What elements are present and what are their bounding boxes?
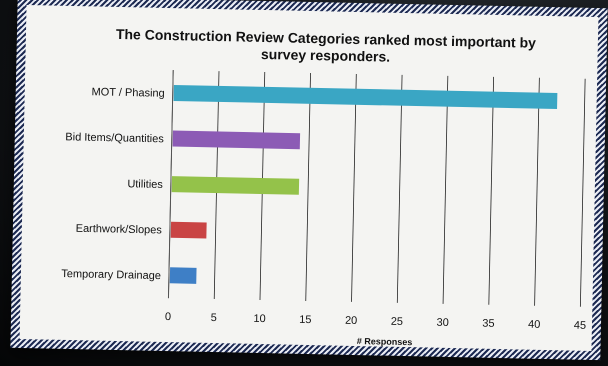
category-label: Earthwork/Slopes: [76, 223, 163, 237]
x-tick-label: 35: [482, 318, 494, 330]
x-tick-label: 30: [436, 317, 448, 329]
x-tick-label: 25: [391, 316, 403, 328]
category-labels: MOT / Phasing Bid Items/Quantities Utiliti…: [61, 86, 165, 282]
category-label: Bid Items/Quantities: [65, 131, 164, 145]
x-tick-label: 5: [211, 312, 217, 324]
gridline: [305, 73, 311, 301]
bar: [172, 130, 301, 150]
gridline: [579, 78, 586, 307]
gridline: [351, 73, 357, 302]
gridline: [534, 77, 540, 306]
bar: [171, 176, 300, 195]
x-tick-label: 15: [299, 314, 311, 326]
category-label: Utilities: [127, 178, 163, 191]
bar-chart: The Construction Review Categories ranke…: [61, 26, 586, 347]
chart-title-line-2: survey responders.: [261, 46, 390, 65]
gridline: [396, 74, 403, 303]
x-tick-label: 0: [165, 311, 171, 323]
chart-title: The Construction Review Categories ranke…: [116, 26, 537, 65]
gridline: [488, 76, 495, 305]
category-label: Temporary Drainage: [61, 268, 161, 282]
y-axis-line: [167, 70, 174, 299]
bar: [169, 267, 197, 284]
bar: [170, 221, 207, 239]
x-tick-label: 40: [528, 319, 540, 331]
bars: [169, 84, 558, 284]
category-label: MOT / Phasing: [91, 86, 164, 100]
x-tick-label: 10: [253, 313, 265, 325]
x-tick-labels: 0 5 10 15 20 25 30 35 40 45: [165, 311, 586, 332]
gridline: [442, 75, 449, 304]
chart-panel: The Construction Review Categories ranke…: [19, 5, 599, 351]
x-tick-label: 45: [574, 320, 586, 332]
x-axis-label: # Responses: [357, 336, 413, 347]
x-tick-label: 20: [345, 315, 357, 327]
chart-card: The Construction Review Categories ranke…: [10, 0, 608, 361]
bar: [173, 84, 558, 109]
